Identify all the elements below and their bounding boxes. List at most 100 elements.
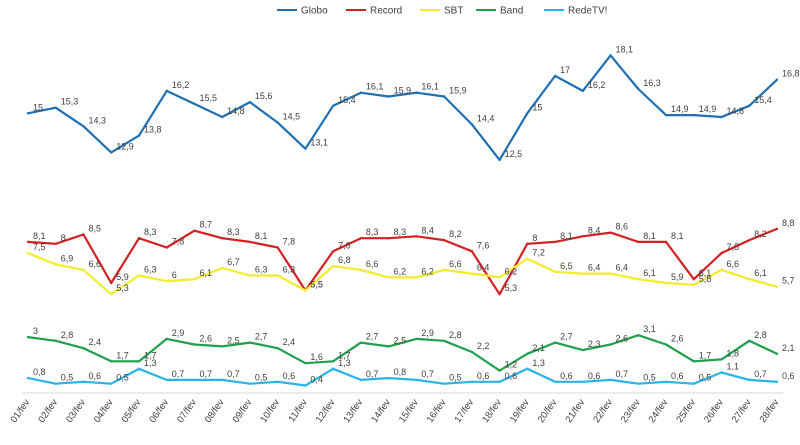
data-point [26, 240, 30, 244]
data-point [526, 257, 529, 260]
data-label: 8,3 [227, 227, 240, 237]
series-globo [26, 54, 779, 162]
data-point [470, 380, 474, 384]
data-point [387, 345, 390, 348]
data-point [110, 151, 113, 154]
data-label: 0,8 [394, 367, 407, 377]
data-label: 12,9 [116, 141, 134, 151]
series-line-redetv [27, 367, 778, 387]
data-label: 1,7 [699, 350, 712, 360]
data-point [775, 285, 779, 288]
data-point [165, 246, 168, 249]
data-label: 2,8 [754, 330, 767, 340]
data-label: 2,7 [255, 332, 268, 342]
data-point [498, 380, 501, 384]
data-point [165, 337, 168, 341]
data-point [110, 382, 113, 385]
data-label: 8,8 [782, 218, 795, 228]
data-point [26, 251, 30, 255]
x-tick-label: 23/fev [619, 397, 643, 425]
data-point [720, 251, 723, 255]
data-point [220, 345, 224, 348]
data-point [442, 382, 446, 385]
data-point [637, 333, 640, 337]
x-tick-label: 14/fev [369, 397, 393, 425]
data-label: 0,6 [782, 371, 795, 381]
x-tick-label: 24/fev [647, 397, 671, 425]
data-label: 5,8 [699, 274, 712, 284]
data-label: 18,1 [616, 44, 634, 54]
data-point [193, 278, 196, 281]
data-point [442, 268, 446, 272]
data-point [331, 104, 335, 107]
data-label: 1,1 [727, 361, 740, 371]
data-label: 1,6 [310, 352, 323, 362]
data-label: 0,7 [366, 369, 379, 379]
data-label: 2,6 [199, 334, 212, 344]
data-label: 7,2 [532, 248, 545, 258]
data-point [193, 378, 196, 382]
data-point [553, 380, 557, 384]
data-label: 5,3 [116, 283, 129, 293]
legend-label-globo: Globo [301, 6, 328, 17]
data-point [581, 380, 585, 384]
data-label: 0,6 [477, 371, 490, 381]
data-label: 6,6 [366, 259, 379, 269]
data-label: 2,7 [560, 332, 573, 342]
data-label: 6,6 [727, 259, 740, 269]
data-point [609, 54, 612, 57]
data-point [248, 382, 252, 385]
data-point [470, 272, 474, 275]
data-label: 6,3 [144, 265, 157, 275]
data-label: 8 [532, 233, 537, 243]
data-point [220, 237, 224, 240]
x-tick-label: 04/fev [92, 397, 116, 425]
data-label: 1,3 [532, 358, 545, 368]
data-point [331, 250, 335, 253]
data-label: 7,6 [477, 240, 490, 250]
data-point [526, 112, 529, 115]
data-label: 8,6 [616, 222, 629, 232]
x-tick-label: 02/fev [36, 397, 60, 425]
data-label: 0,7 [227, 369, 240, 379]
data-point [415, 91, 418, 94]
data-point [526, 367, 529, 370]
x-tick-label: 25/fev [674, 397, 698, 425]
data-label: 0,5 [255, 373, 268, 383]
legend-item-record: Record [346, 6, 402, 17]
data-point [720, 371, 723, 374]
data-point [248, 100, 252, 104]
data-point [137, 237, 141, 240]
data-point [165, 279, 168, 283]
data-label: 12,5 [505, 149, 523, 159]
data-point [692, 360, 695, 363]
data-label: 16,8 [782, 69, 800, 79]
data-label: 2,1 [532, 343, 545, 353]
data-point [664, 113, 668, 117]
data-point [748, 238, 751, 242]
series-redetv [26, 367, 779, 387]
data-label: 5,7 [782, 276, 795, 286]
data-point [248, 274, 252, 277]
data-point [553, 74, 557, 78]
data-point [498, 158, 501, 162]
data-label: 2,8 [61, 330, 74, 340]
data-point [276, 274, 279, 277]
x-tick-label: 05/fev [120, 397, 144, 425]
data-label: 13,8 [144, 125, 162, 135]
data-point [193, 343, 196, 346]
data-point [664, 240, 668, 244]
data-point [137, 134, 141, 137]
x-tick-label: 06/fev [147, 397, 171, 425]
data-label: 16,1 [366, 82, 384, 92]
data-label: 8,2 [754, 229, 767, 239]
data-label: 1,7 [116, 350, 129, 360]
data-label: 2,5 [394, 335, 407, 345]
data-point [193, 102, 196, 106]
series-line-globo [27, 54, 778, 161]
data-label: 2,6 [671, 334, 684, 344]
data-label: 7,6 [338, 240, 351, 250]
data-label: 14,5 [283, 112, 301, 122]
data-point [498, 276, 501, 279]
data-point [110, 360, 113, 363]
